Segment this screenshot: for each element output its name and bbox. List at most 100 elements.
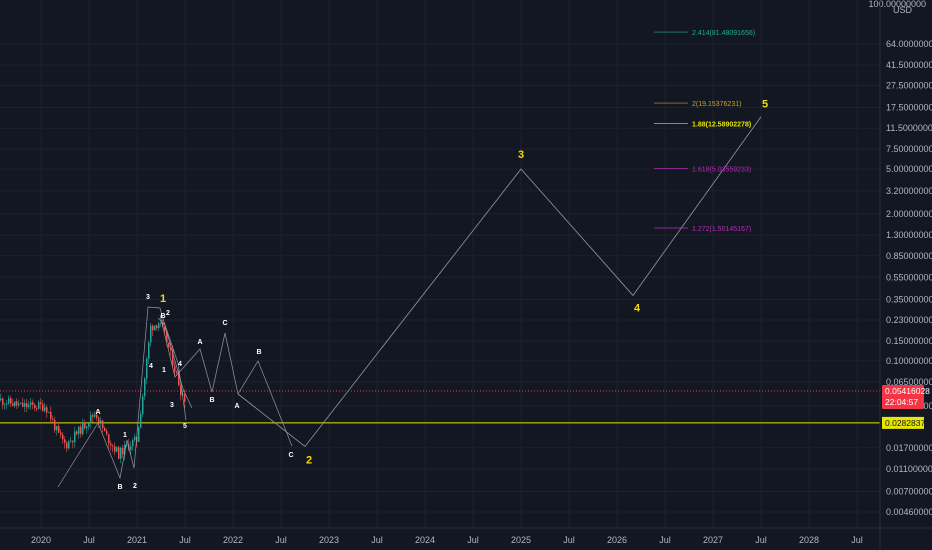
projection-wave-label: 2 <box>306 454 312 466</box>
wave-label: 4 <box>149 363 153 370</box>
y-tick-label: 0.01100000 <box>886 464 932 474</box>
x-tick-label: 2028 <box>799 535 819 545</box>
candle-body <box>180 385 182 396</box>
wave-label: 1 <box>160 293 166 305</box>
candle-body <box>62 434 64 440</box>
candle-body <box>104 428 106 432</box>
candle-body <box>170 347 172 350</box>
projection-line <box>237 116 762 448</box>
candle-body <box>150 325 152 343</box>
candle-body <box>124 444 126 455</box>
candle-body <box>86 426 88 429</box>
y-tick-label: 0.55000000 <box>886 272 932 282</box>
candle-body <box>184 394 186 402</box>
y-tick-label: 0.23000000 <box>886 315 932 325</box>
projection-wave-label: 3 <box>518 149 524 161</box>
horizontal-lines <box>0 390 880 424</box>
candle-body <box>34 404 36 409</box>
candle-body <box>164 327 166 332</box>
fib-label: 2.414(81.48091656) <box>692 30 755 37</box>
candle-body <box>100 420 102 423</box>
x-tick-label: 2025 <box>511 535 531 545</box>
x-tick-label: Jul <box>563 535 575 545</box>
y-tick-label: 7.50000000 <box>886 144 932 154</box>
y-tick-label: 0.00460000 <box>886 507 932 517</box>
candle-body <box>48 411 50 413</box>
candle-body <box>92 415 94 417</box>
wave-label: B <box>117 484 122 491</box>
candle-body <box>50 411 52 420</box>
wave-label: 2 <box>133 483 137 490</box>
candle-body <box>108 434 110 444</box>
candle-body <box>56 426 58 431</box>
fib-label: 2(19.15376231) <box>692 101 741 108</box>
current-price-label: 0.05416028 <box>885 386 930 396</box>
x-tick-label: Jul <box>755 535 767 545</box>
x-tick-label: Jul <box>179 535 191 545</box>
candle-body <box>64 439 66 443</box>
wave-label: A <box>234 403 239 410</box>
x-tick-label: Jul <box>275 535 287 545</box>
candle-body <box>140 413 142 428</box>
wave-label: C <box>288 452 293 459</box>
y-tick-label: 41.50000000 <box>886 60 932 70</box>
wave-label: 5 <box>183 423 187 430</box>
candle-body <box>144 378 146 397</box>
wave-label: 3 <box>170 402 174 409</box>
candle-body <box>110 443 112 446</box>
candle-body <box>94 414 96 417</box>
y-tick-label: 17.50000000 <box>886 103 932 113</box>
x-tick-label: 2024 <box>415 535 435 545</box>
candle-body <box>156 325 158 329</box>
projection: 2 3 4 5 <box>237 99 768 466</box>
candle-body <box>18 403 20 406</box>
candle-body <box>40 402 42 405</box>
candle-body <box>130 446 132 450</box>
candle-body <box>4 404 6 406</box>
y-tick-label: 5.00000000 <box>886 164 932 174</box>
candle-body <box>122 447 124 455</box>
y-tick-label: 100.00000000 <box>868 0 926 9</box>
candle-body <box>32 402 34 405</box>
candle-body <box>26 403 28 408</box>
candle-body <box>88 423 90 427</box>
x-tick-label: 2022 <box>223 535 243 545</box>
candle-body <box>116 447 118 452</box>
y-tick-label: 27.50000000 <box>886 80 932 90</box>
candle-body <box>16 401 18 406</box>
candle-body <box>44 407 46 411</box>
candle-body <box>60 432 62 435</box>
candle-body <box>70 440 72 442</box>
wave-label: A <box>95 409 100 416</box>
candle-body <box>22 402 24 407</box>
candle-body <box>118 447 120 459</box>
fib-levels: 2.414(81.48091656) 2(19.15376231) 1.88(12.… <box>654 30 755 233</box>
candle-body <box>148 342 150 359</box>
y-tick-label: 64.00000000 <box>886 39 932 49</box>
candle-body <box>38 402 40 409</box>
wave-label: 3 <box>146 294 150 301</box>
candle-body <box>166 331 168 343</box>
candle-body <box>74 431 76 443</box>
y-tick-label: 0.00700000 <box>886 486 932 496</box>
candle-body <box>134 436 136 441</box>
fib-label: 1.618(5.03559233) <box>692 167 751 174</box>
candle-body <box>76 431 78 435</box>
candle-body <box>80 426 82 434</box>
wave-line <box>159 314 293 447</box>
candle-body <box>174 365 176 372</box>
support-price-tag <box>882 416 924 429</box>
wave-label: B <box>209 397 214 404</box>
y-tick-label: 0.35000000 <box>886 294 932 304</box>
candle-body <box>42 404 44 411</box>
wave-label: C <box>222 320 227 327</box>
candle-body <box>2 398 4 405</box>
candle-body <box>146 358 148 379</box>
candle-body <box>52 419 54 420</box>
candle-body <box>102 420 104 429</box>
projection-wave-label: 5 <box>762 99 768 111</box>
wave-label: 1 <box>123 432 127 439</box>
